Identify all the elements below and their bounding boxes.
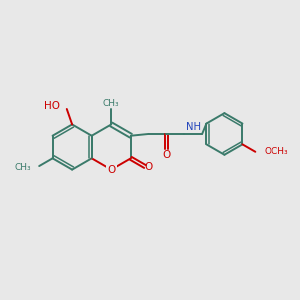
Text: O: O [107, 165, 116, 175]
Text: O: O [144, 162, 153, 172]
Text: NH: NH [185, 122, 200, 132]
Text: CH₃: CH₃ [14, 163, 31, 172]
Text: CH₃: CH₃ [103, 99, 120, 108]
Text: OCH₃: OCH₃ [265, 147, 289, 156]
Text: HO: HO [44, 101, 60, 111]
Text: O: O [162, 150, 171, 161]
